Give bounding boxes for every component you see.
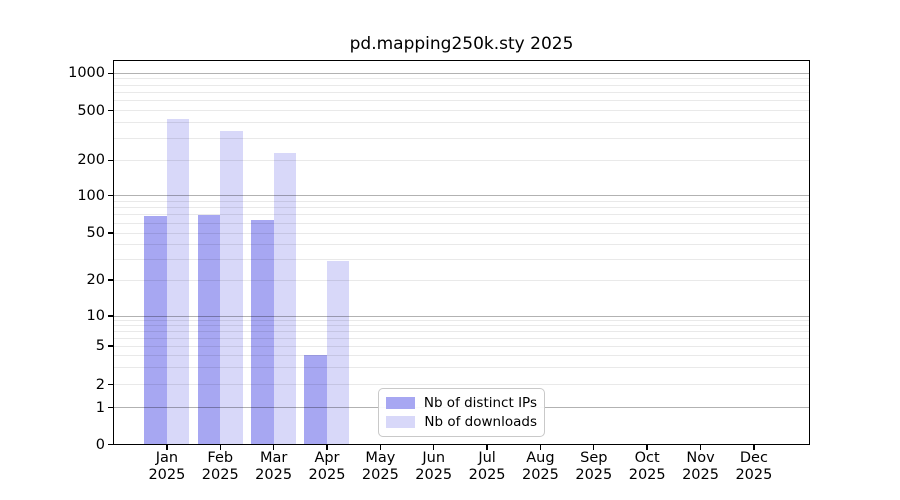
gridline-minor-70	[113, 214, 810, 216]
gridline-major-10	[113, 315, 810, 317]
y-tick-label-2: 2	[95, 376, 105, 393]
gridline-minor-500	[113, 110, 810, 112]
axis-ticks-layer	[107, 60, 810, 450]
gridline-minor-3	[113, 366, 810, 368]
y-tick-label-1000: 1000	[68, 65, 105, 82]
legend-item-downloads: Nb of downloads	[386, 414, 537, 430]
legend-item-distinct-ips: Nb of distinct IPs	[386, 395, 537, 411]
x-tick-mark-nov	[699, 444, 702, 450]
bar-downloads-mar	[273, 152, 297, 445]
gridline-minor-7	[113, 330, 810, 332]
x-tick-mark-dec	[753, 444, 755, 450]
gridline-minor-400	[113, 122, 810, 124]
x-tick-label-nov: Nov 2025	[682, 450, 719, 483]
gridline-minor-20	[113, 279, 810, 281]
legend-label-downloads: Nb of downloads	[424, 414, 537, 431]
bar-distinct-ips-jan	[144, 216, 167, 445]
gridline-minor-6	[113, 337, 810, 339]
gridline-minor-50	[113, 232, 810, 234]
x-tick-mark-sep	[593, 444, 595, 450]
gridline-minor-700	[113, 91, 810, 93]
y-tick-mark-1	[107, 407, 113, 409]
x-tick-label-may: May 2025	[361, 450, 399, 483]
y-tick-label-5: 5	[95, 338, 105, 354]
gridline-minor-300	[113, 137, 810, 139]
y-tick-mark-2	[107, 383, 113, 386]
x-tick-label-feb: Feb 2025	[201, 450, 239, 483]
gridline-major-100	[113, 195, 810, 196]
y-tick-mark-0	[107, 443, 113, 446]
gridline-minor-600	[113, 100, 810, 102]
y-tick-label-50: 50	[86, 225, 105, 241]
gridline-minor-90	[113, 200, 810, 202]
x-tick-label-jan: Jan 2025	[148, 450, 186, 483]
bar-downloads-jan	[166, 118, 190, 445]
x-tick-label-oct: Oct 2025	[628, 450, 666, 483]
legend-swatch-distinct-ips	[386, 396, 415, 409]
gridline-minor-900	[113, 78, 810, 80]
y-tick-label-100: 100	[77, 187, 105, 204]
gridline-major-1000	[113, 72, 810, 74]
gridline-minor-80	[113, 207, 810, 209]
x-tick-label-apr: Apr 2025	[308, 450, 346, 483]
x-tick-label-aug: Aug 2025	[521, 450, 559, 483]
y-tick-mark-10	[107, 315, 113, 317]
gridline-minor-800	[113, 84, 810, 86]
x-tick-mark-jul	[486, 444, 488, 450]
x-tick-mark-feb	[219, 444, 221, 450]
bar-downloads-feb	[220, 130, 243, 445]
gridline-minor-60	[113, 222, 810, 224]
bar-distinct-ips-feb	[197, 214, 221, 445]
y-tick-mark-1000	[107, 72, 113, 74]
x-tick-label-sep: Sep 2025	[575, 450, 613, 483]
x-tick-mark-aug	[539, 444, 542, 450]
gridline-minor-40	[113, 243, 810, 245]
gridline-minor-5	[113, 345, 810, 347]
y-tick-label-500: 500	[77, 102, 105, 119]
y-tick-label-1: 1	[95, 399, 105, 416]
y-tick-mark-200	[107, 159, 113, 161]
y-tick-mark-50	[107, 232, 113, 234]
x-tick-label-mar: Mar 2025	[255, 450, 293, 483]
bars-layer	[113, 60, 810, 445]
legend: Nb of distinct IPs Nb of downloads	[378, 388, 545, 437]
y-tick-label-200: 200	[77, 152, 105, 169]
bar-downloads-apr	[326, 260, 350, 445]
x-tick-mark-apr	[326, 444, 328, 450]
gridline-minor-200	[113, 159, 810, 161]
legend-swatch-downloads	[386, 416, 416, 429]
bar-distinct-ips-apr	[304, 355, 327, 445]
y-tick-label-10: 10	[86, 308, 105, 324]
gridline-minor-2	[113, 384, 810, 385]
x-tick-label-dec: Dec 2025	[735, 450, 773, 483]
gridline-minor-30	[113, 258, 810, 260]
x-tick-mark-jan	[166, 444, 168, 450]
legend-label-distinct-ips: Nb of distinct IPs	[423, 394, 537, 411]
y-tick-mark-500	[107, 109, 113, 112]
bar-distinct-ips-mar	[251, 219, 274, 445]
y-tick-label-20: 20	[86, 272, 105, 288]
x-tick-label-jul: Jul 2025	[468, 450, 506, 483]
y-tick-mark-20	[107, 279, 113, 281]
x-tick-mark-mar	[272, 444, 275, 450]
plot-area: Nb of distinct IPs Nb of downloads	[107, 59, 810, 450]
x-tick-mark-jun	[433, 444, 435, 450]
y-tick-label-0: 0	[95, 436, 105, 453]
gridline-minor-4	[113, 354, 810, 356]
x-tick-mark-may	[379, 444, 382, 450]
gridline-minor-9	[113, 320, 810, 322]
chart-title: pd.mapping250k.sty 2025	[349, 34, 574, 54]
y-tick-mark-5	[107, 345, 113, 347]
x-tick-label-jun: Jun 2025	[415, 450, 453, 483]
x-tick-mark-oct	[646, 444, 648, 450]
y-tick-mark-100	[107, 194, 113, 197]
gridline-minor-8	[113, 325, 810, 327]
